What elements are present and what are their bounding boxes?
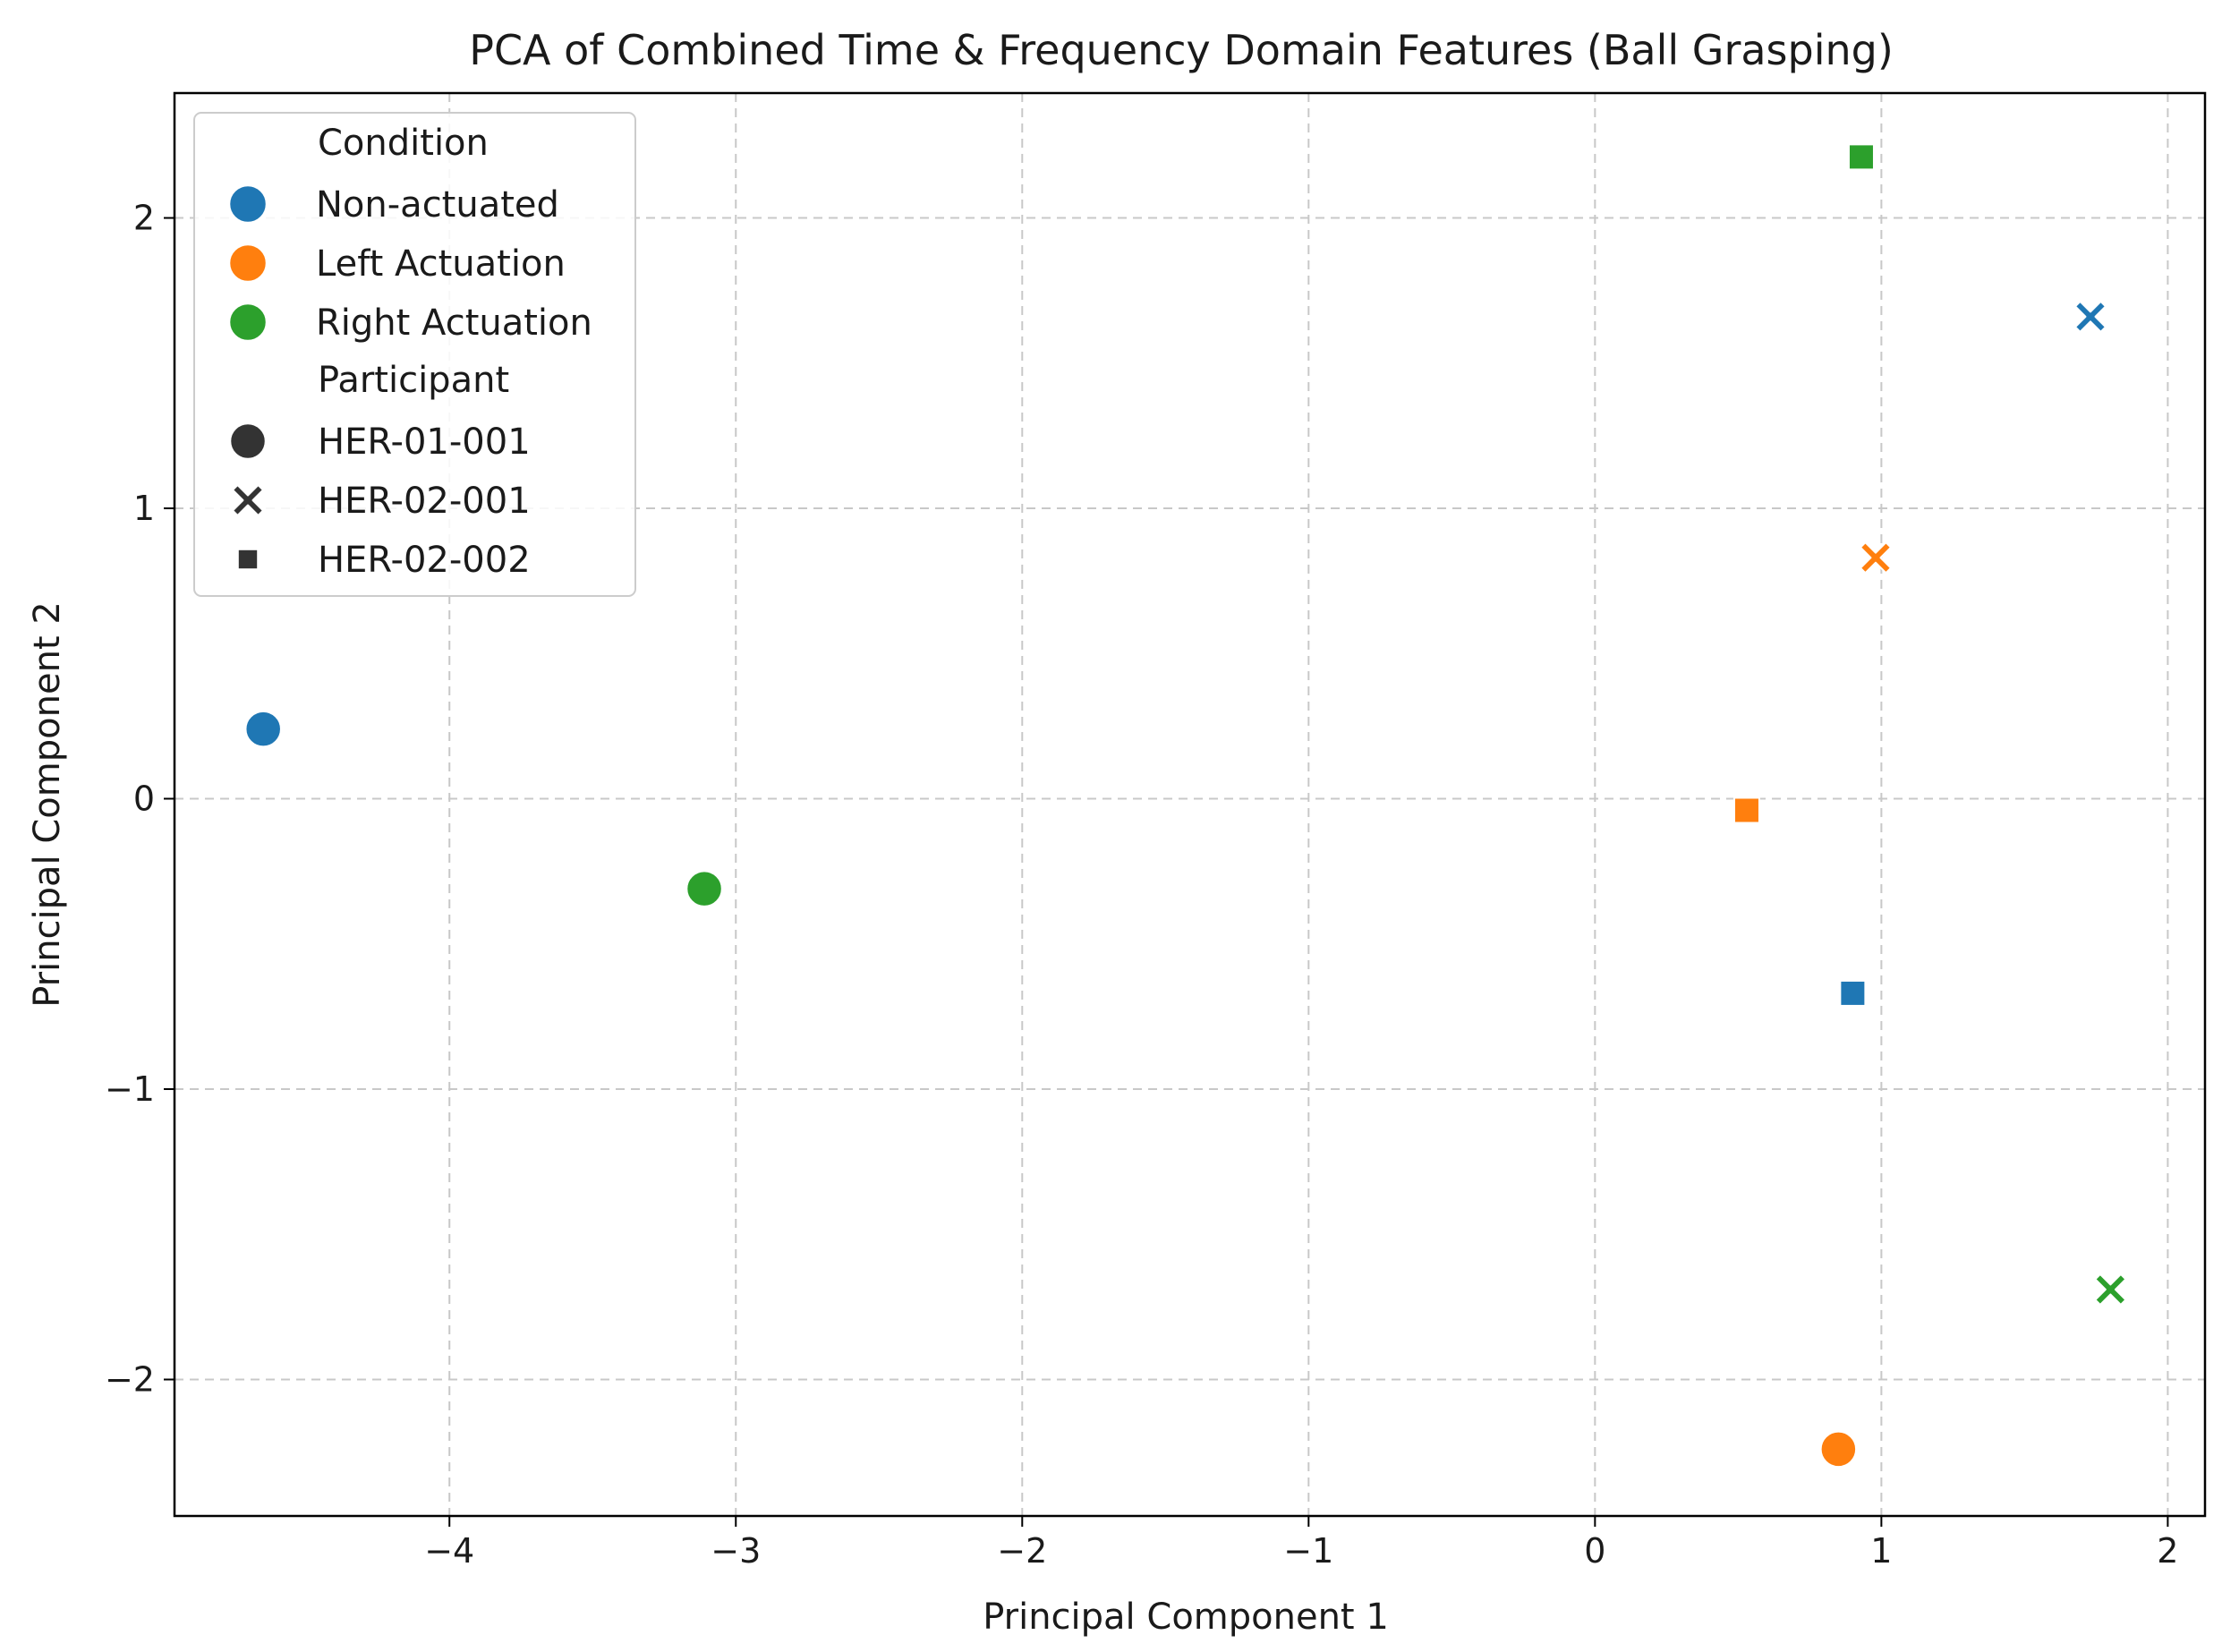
y-tick-label: 0: [133, 779, 155, 819]
x-axis-label: Principal Component 1: [983, 1597, 1389, 1638]
x-tick-label: 1: [1870, 1531, 1892, 1571]
legend-marker: [236, 548, 260, 571]
legend-marker: [227, 183, 268, 225]
y-axis-label: Principal Component 2: [27, 601, 68, 1008]
x-tick-label: −3: [711, 1531, 761, 1571]
y-tick-label: −1: [105, 1069, 155, 1109]
legend-label: Left Actuation: [316, 243, 566, 285]
legend-marker: [227, 302, 268, 343]
chart-title: PCA of Combined Time & Frequency Domain …: [469, 26, 1894, 74]
x-tick-label: −2: [997, 1531, 1047, 1571]
data-point: [1859, 541, 1892, 575]
legend-title-condition: Condition: [318, 123, 489, 164]
data-point: [1732, 796, 1760, 824]
legend-marker: [227, 243, 268, 284]
legend-box: [193, 112, 636, 597]
x-tick-label: −1: [1283, 1531, 1333, 1571]
y-tick-label: 2: [133, 199, 155, 238]
x-tick-label: 0: [1584, 1531, 1605, 1571]
y-tick-label: −2: [105, 1359, 155, 1399]
data-point: [1839, 979, 1867, 1007]
y-tick-label: 1: [133, 489, 155, 528]
plot-frame: [173, 91, 2207, 1518]
legend-label: HER-02-002: [318, 540, 531, 581]
legend-label: Non-actuated: [316, 184, 559, 226]
data-point: [243, 710, 283, 748]
legend: Condition Non-actuated Left Actuation Right…: [193, 112, 636, 597]
data-point: [2094, 1273, 2127, 1306]
legend-label: HER-02-001: [318, 481, 531, 522]
legend-title-participant: Participant: [318, 360, 509, 401]
legend-label: HER-01-001: [318, 422, 531, 463]
legend-marker: [228, 422, 268, 461]
data-point: [685, 869, 724, 908]
legend-marker: [232, 484, 264, 516]
legend-label: Right Actuation: [316, 302, 592, 344]
data-point: [2073, 300, 2107, 333]
x-tick-label: −4: [424, 1531, 474, 1571]
data-points: [243, 143, 2127, 1469]
data-point: [1847, 143, 1875, 171]
x-tick-label: 2: [2157, 1531, 2178, 1571]
data-point: [1819, 1430, 1858, 1469]
axis-ticks: −4 −3 −2 −1 0 1 2 −2 −1 0 1 2: [105, 199, 2179, 1571]
